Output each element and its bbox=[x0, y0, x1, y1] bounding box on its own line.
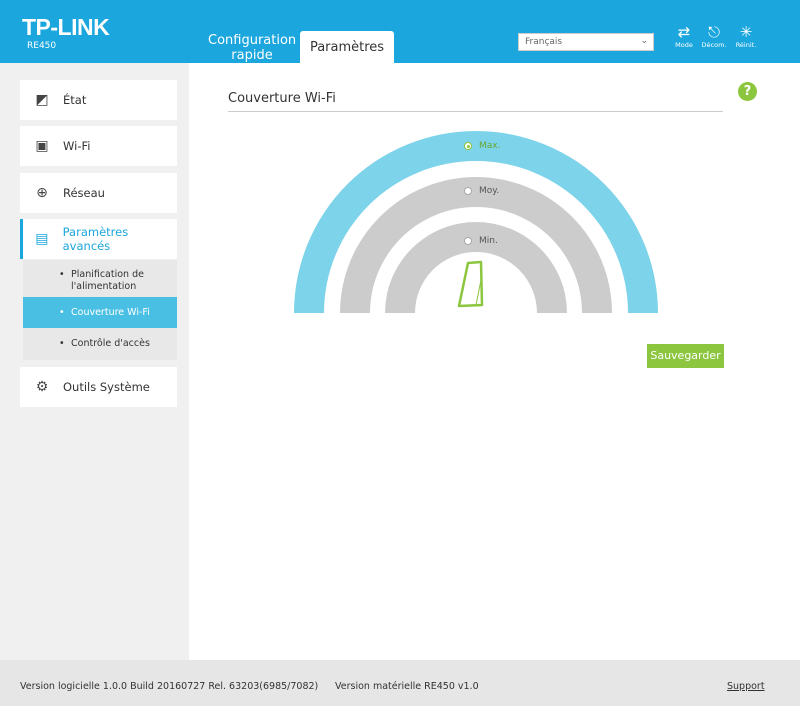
sidebar-item-wifi[interactable]: ▣ Wi-Fi bbox=[20, 126, 177, 166]
radio-min[interactable]: Min. bbox=[464, 236, 498, 246]
submenu-item-power-schedule[interactable]: Planification de l'alimentation bbox=[23, 269, 177, 293]
arc-min[interactable] bbox=[385, 222, 567, 313]
option-label: Min. bbox=[479, 236, 498, 246]
footer: Version logicielle 1.0.0 Build 20160727 … bbox=[0, 660, 800, 706]
radio-button[interactable] bbox=[464, 142, 472, 150]
radio-button[interactable] bbox=[464, 187, 472, 195]
logout-label: Décom. bbox=[701, 41, 727, 49]
extender-device-icon bbox=[457, 260, 484, 308]
wifi-icon: ▣ bbox=[35, 138, 49, 154]
page-title: Couverture Wi-Fi bbox=[228, 91, 336, 106]
chevron-down-icon: ⌄ bbox=[640, 36, 648, 46]
sidebar-item-label: Paramètres avancés bbox=[62, 225, 129, 253]
language-select[interactable]: Français ⌄ bbox=[518, 33, 654, 51]
radio-max[interactable]: Max. bbox=[464, 141, 500, 151]
sidebar-item-network[interactable]: ⊕ Réseau bbox=[20, 173, 177, 213]
reboot-icon: ✳ bbox=[739, 23, 753, 41]
sidebar-item-label: Réseau bbox=[63, 186, 105, 200]
save-button[interactable]: Sauvegarder bbox=[647, 344, 724, 368]
reboot-label: Réinit. bbox=[735, 41, 757, 49]
logout-button[interactable]: ⎋ Décom. bbox=[697, 24, 731, 49]
logout-icon: ⎋ bbox=[708, 23, 720, 41]
option-label: Max. bbox=[479, 141, 501, 151]
switch-mode-icon: ⇄ bbox=[677, 23, 691, 41]
option-label: Moy. bbox=[479, 186, 500, 196]
tab-settings[interactable]: Paramètres bbox=[300, 31, 394, 63]
brand-logo: TP-LINK bbox=[22, 14, 110, 40]
title-divider bbox=[228, 111, 723, 112]
sidebar-item-advanced[interactable]: ▤ Paramètres avancés bbox=[20, 219, 177, 259]
sidebar-item-system-tools[interactable]: ⚙ Outils Système bbox=[20, 367, 177, 407]
globe-icon: ⊕ bbox=[36, 185, 48, 201]
status-icon: ◩ bbox=[35, 92, 49, 108]
sidebar-item-label: Wi-Fi bbox=[63, 139, 91, 153]
gear-icon: ⚙ bbox=[35, 379, 49, 395]
hardware-version: Version matérielle RE450 v1.0 bbox=[335, 681, 479, 692]
advanced-icon: ▤ bbox=[35, 231, 49, 247]
radio-mid[interactable]: Moy. bbox=[464, 186, 499, 196]
model-name: RE450 bbox=[27, 41, 57, 51]
sidebar-item-status[interactable]: ◩ État bbox=[20, 80, 177, 120]
help-icon[interactable]: ? bbox=[738, 82, 757, 101]
reboot-button[interactable]: ✳ Réinit. bbox=[729, 24, 763, 49]
sidebar-item-label: État bbox=[63, 93, 87, 107]
submenu-item-access-control[interactable]: Contrôle d'accès bbox=[23, 338, 177, 350]
mode-button[interactable]: ⇄ Mode bbox=[667, 24, 701, 49]
sidebar-item-label: Outils Système bbox=[63, 380, 150, 394]
radio-button[interactable] bbox=[464, 237, 472, 245]
tab-quick-setup[interactable]: Configuration rapide bbox=[208, 33, 297, 63]
coverage-diagram bbox=[294, 131, 658, 313]
header: TP-LINK RE450 Configuration rapide Param… bbox=[0, 0, 800, 63]
software-version: Version logicielle 1.0.0 Build 20160727 … bbox=[20, 681, 319, 692]
support-link[interactable]: Support bbox=[727, 681, 765, 692]
arc-max[interactable] bbox=[294, 131, 658, 313]
submenu-item-wifi-coverage[interactable]: Couverture Wi-Fi bbox=[23, 297, 177, 328]
arc-mid[interactable] bbox=[340, 177, 612, 313]
mode-label: Mode bbox=[675, 41, 693, 49]
language-value: Français bbox=[525, 37, 563, 47]
